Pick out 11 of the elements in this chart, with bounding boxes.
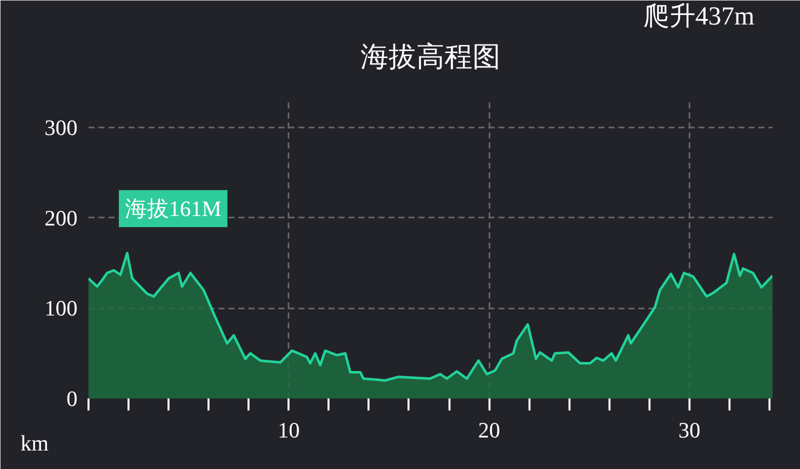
x-axis-title: km (20, 430, 49, 456)
text: 爬升437m (643, 2, 755, 30)
x-tick-label: 30 (678, 418, 700, 442)
y-tick-label: 200 (44, 205, 78, 230)
annotation: 海拔161M (124, 196, 222, 222)
chart-title: 海拔高程图 (360, 42, 500, 73)
x-tick-label: 20 (478, 418, 500, 442)
y-tick-label: 100 (44, 296, 78, 321)
y-tick-label: 300 (44, 115, 78, 140)
y-tick-label: 0 (66, 386, 78, 411)
x-tick-label: 10 (278, 418, 300, 442)
